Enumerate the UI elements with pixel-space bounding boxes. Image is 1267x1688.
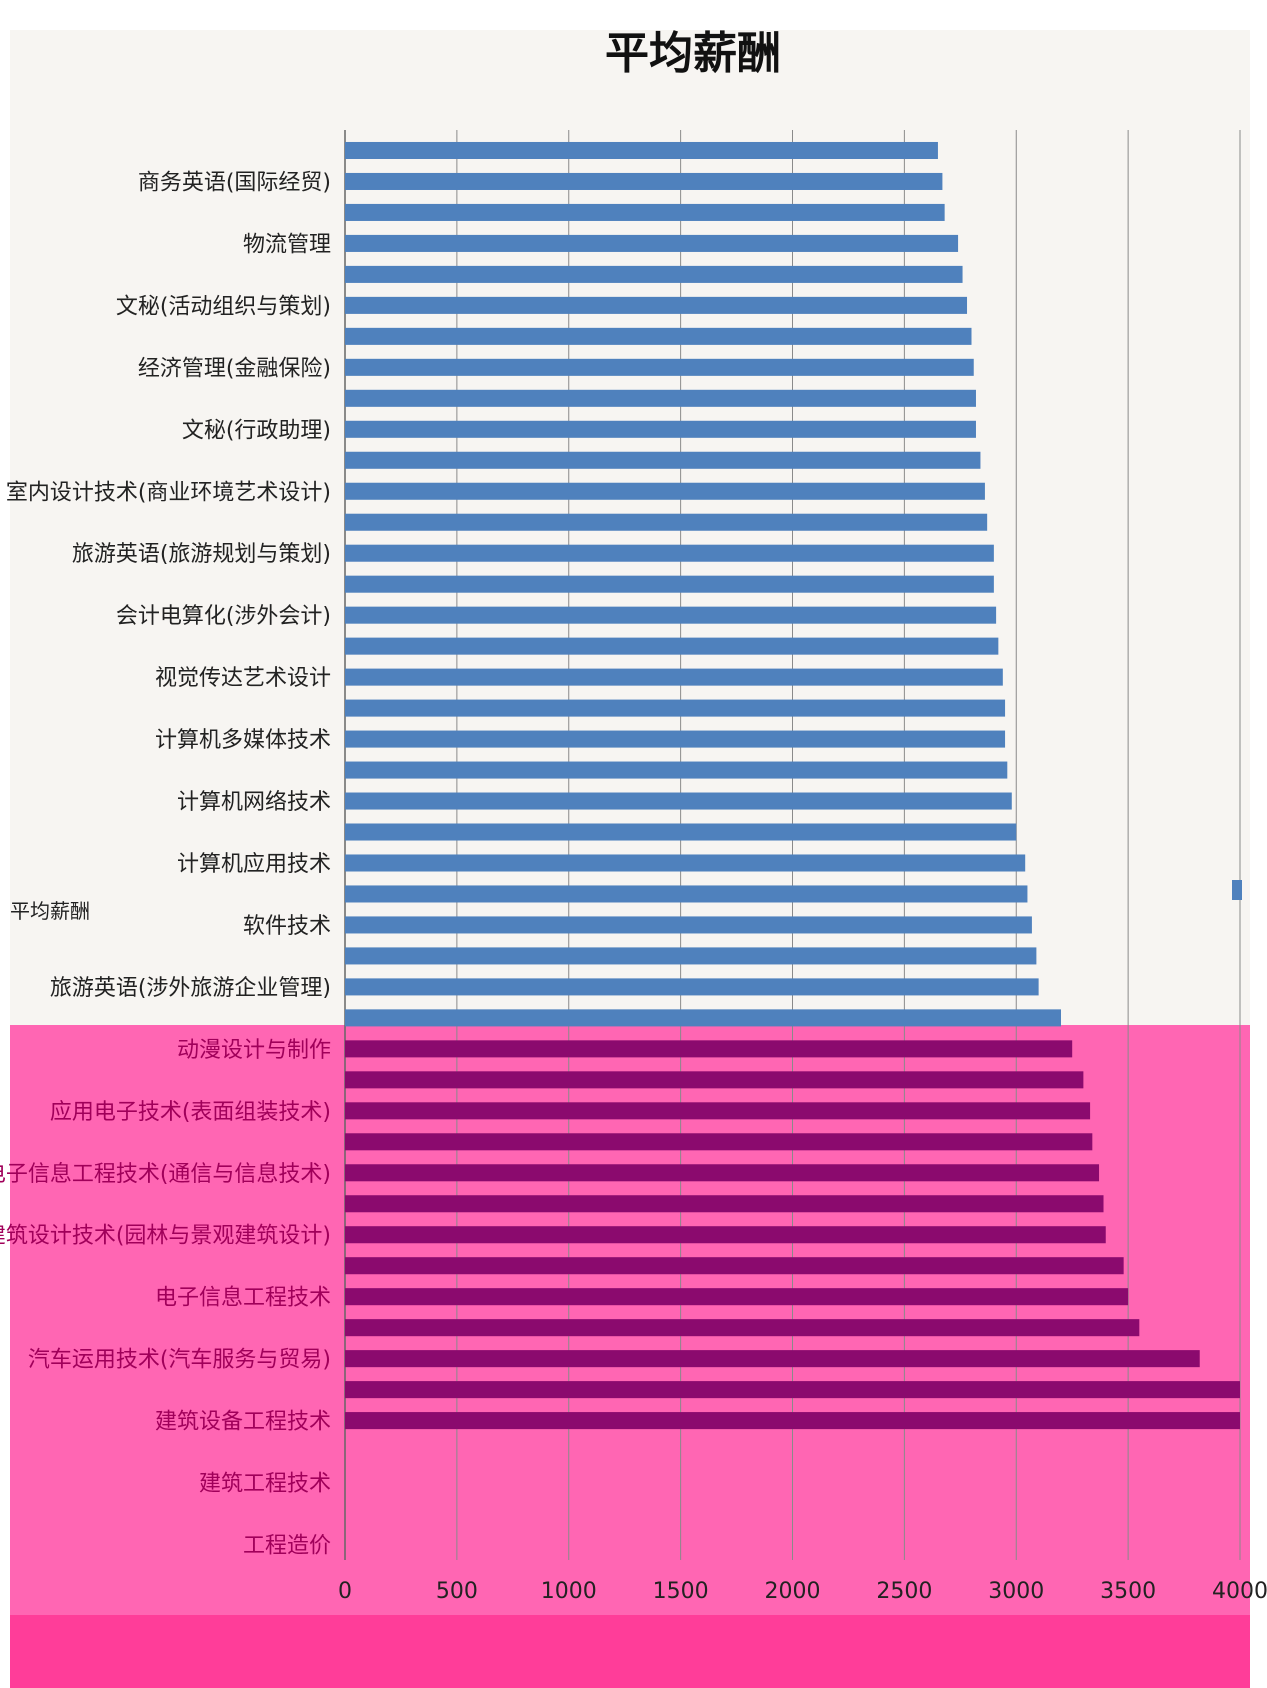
bar — [345, 452, 980, 469]
bar — [345, 1288, 1128, 1305]
bar — [345, 297, 967, 314]
category-label: 建筑设计技术(园林与景观建筑设计) — [0, 1224, 331, 1249]
bar — [345, 359, 974, 376]
bar — [345, 204, 945, 221]
category-label: 经济管理(金融保险) — [138, 356, 331, 381]
bar — [345, 916, 1032, 933]
bar — [345, 1350, 1200, 1367]
category-label: 旅游英语(旅游规划与策划) — [72, 542, 331, 567]
x-tick-labels: 0 500 1000 1500 2000 2500 3000 3500 4000 — [338, 1579, 1267, 1604]
bar — [345, 1381, 1240, 1398]
x-tick-label: 1000 — [541, 1579, 597, 1604]
category-label: 电子信息工程技术 — [155, 1286, 331, 1311]
bar — [345, 731, 1005, 748]
category-label: 物流管理 — [243, 232, 331, 257]
bar — [345, 1226, 1106, 1243]
bar — [345, 390, 976, 407]
x-tick-label: 0 — [338, 1579, 352, 1604]
bar — [345, 793, 1012, 810]
x-tick-label: 1500 — [653, 1579, 709, 1604]
x-tick-label: 2500 — [876, 1579, 932, 1604]
chart-title: 平均薪酬 — [605, 28, 781, 79]
bar — [345, 328, 972, 345]
bar — [345, 978, 1039, 995]
bar — [345, 142, 938, 159]
x-tick-label: 4000 — [1212, 1579, 1267, 1604]
category-label: 会计电算化(涉外会计) — [116, 604, 331, 629]
bar — [345, 669, 1003, 686]
category-label: 动漫设计与制作 — [177, 1038, 331, 1063]
bar — [345, 1257, 1124, 1274]
legend-label: 平均薪酬 — [10, 899, 90, 923]
bar — [345, 854, 1025, 871]
category-label: 工程造价 — [243, 1534, 331, 1559]
x-tick-label: 3000 — [988, 1579, 1044, 1604]
bar — [345, 173, 942, 190]
bar — [345, 1412, 1240, 1429]
bar — [345, 545, 994, 562]
bar — [345, 483, 985, 500]
bar — [345, 638, 998, 655]
bar — [345, 235, 958, 252]
x-tick-label: 500 — [436, 1579, 478, 1604]
category-label: 计算机多媒体技术 — [155, 728, 331, 753]
bar — [345, 947, 1036, 964]
category-label: 电子信息工程技术(通信与信息技术) — [0, 1162, 331, 1187]
pink-strip — [10, 1615, 1250, 1688]
category-label: 建筑设备工程技术 — [155, 1410, 331, 1435]
category-label: 旅游英语(涉外旅游企业管理) — [50, 976, 331, 1001]
bar — [345, 1040, 1072, 1057]
bar — [345, 421, 976, 438]
bar — [345, 1195, 1104, 1212]
category-label: 视觉传达艺术设计 — [155, 666, 331, 691]
bar — [345, 266, 963, 283]
legend-swatch — [1232, 880, 1242, 900]
category-label: 计算机应用技术 — [177, 852, 331, 877]
bar — [345, 700, 1005, 717]
bar — [345, 607, 996, 624]
bar — [345, 885, 1027, 902]
category-label: 计算机网络技术 — [177, 790, 331, 815]
bar — [345, 1102, 1090, 1119]
category-label: 软件技术 — [243, 914, 331, 939]
bar — [345, 576, 994, 593]
bar — [345, 514, 987, 531]
bar — [345, 1071, 1083, 1088]
bar — [345, 1133, 1092, 1150]
bar — [345, 823, 1016, 840]
category-label: 应用电子技术(表面组装技术) — [50, 1100, 331, 1125]
bar — [345, 1164, 1099, 1181]
category-label: 文秘(行政助理) — [182, 418, 331, 443]
category-label: 文秘(活动组织与策划) — [116, 294, 331, 319]
category-label: 室内设计技术(商业环境艺术设计) — [6, 480, 331, 505]
bar — [345, 1319, 1139, 1336]
x-tick-label: 3500 — [1100, 1579, 1156, 1604]
x-tick-label: 2000 — [765, 1579, 821, 1604]
category-label: 汽车运用技术(汽车服务与贸易) — [28, 1348, 331, 1373]
category-label: 商务英语(国际经贸) — [138, 170, 331, 195]
bar — [345, 1009, 1061, 1026]
bar — [345, 762, 1007, 779]
category-label: 建筑工程技术 — [199, 1472, 331, 1497]
